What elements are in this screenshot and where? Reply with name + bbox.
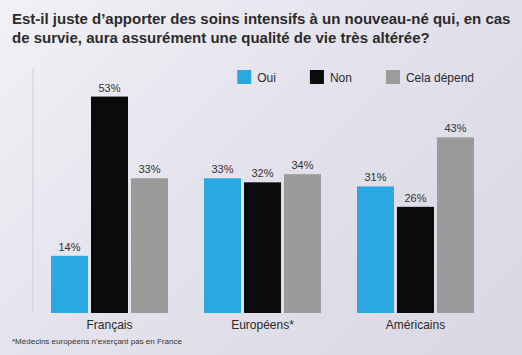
legend: Oui Non Cela dépend [237, 70, 474, 85]
bar [204, 178, 241, 313]
data-label: 53% [98, 82, 120, 94]
bar [131, 178, 168, 313]
bar [51, 256, 88, 313]
data-label: 31% [364, 171, 386, 183]
title-line: de survie, aura assurément une qualité d… [12, 29, 430, 46]
data-label: 33% [211, 163, 233, 175]
data-label: 26% [404, 192, 426, 204]
bars [51, 97, 474, 313]
legend-label: Cela dépend [406, 71, 474, 85]
legend-swatch [310, 70, 324, 84]
data-label: 32% [251, 167, 273, 179]
bar [284, 174, 321, 313]
legend-swatch [386, 70, 400, 84]
category-label: Européens* [231, 318, 294, 332]
legend-swatch [237, 70, 251, 84]
bar [91, 97, 128, 313]
title-line: Est-il juste d’apporter des soins intens… [12, 10, 510, 27]
legend-label: Oui [257, 71, 276, 85]
data-label: 14% [58, 241, 80, 253]
y-axis-line [33, 68, 34, 313]
bar [397, 207, 434, 313]
data-label: 34% [291, 159, 313, 171]
category-label: Français [86, 318, 132, 332]
data-label: 33% [138, 163, 160, 175]
category-label: Américains [386, 318, 445, 332]
data-label: 43% [444, 122, 466, 134]
title: Est-il juste d’apporter des soins intens… [12, 10, 510, 46]
data-labels: 14% 53% 33% 33% 32% 34% 31% 26% 43% [58, 82, 466, 253]
legend-label: Non [330, 71, 352, 85]
chart: Est-il juste d’apporter des soins intens… [0, 0, 522, 355]
bar [244, 182, 281, 313]
bar [357, 186, 394, 313]
footnote: *Médecins européens n’exerçant pas en Fr… [12, 337, 182, 346]
bar [437, 137, 474, 313]
